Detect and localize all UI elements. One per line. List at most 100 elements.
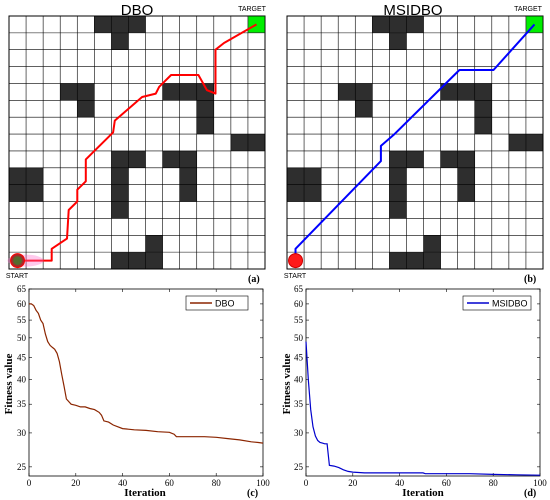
panel-c-ytick-label: 25	[17, 462, 27, 472]
panel-a-grid-background	[9, 16, 265, 269]
panel-a-target-label: TARGET	[238, 6, 267, 13]
panel-c-ytick-label: 45	[17, 352, 27, 362]
panel-b-grid-background	[287, 16, 543, 269]
panel-a-obstacle-cell	[128, 150, 146, 168]
panel-d-legend-box	[462, 295, 532, 311]
panel-c-legend-label: DBO	[215, 299, 235, 309]
panel-b-obstacle-cell	[440, 150, 458, 168]
panel-b-obstacle-cell	[389, 167, 407, 185]
panel-a-obstacle-cell	[196, 100, 214, 118]
panel-c-ytick-label: 60	[17, 299, 27, 309]
panel-b-obstacle-cell	[457, 150, 475, 168]
panel-c-legend-box	[185, 295, 249, 311]
panel-d-plot-layer: 0 20 40 60 80 100 25 30 35 40 45 50 55 60 65 MSIDBO	[294, 284, 547, 488]
panel-a-obstacle-cell	[9, 184, 27, 202]
panel-a-obstacle-cell	[111, 252, 129, 269]
panel-a-obstacle-cell	[111, 184, 129, 202]
panel-a-path-line	[17, 23, 257, 262]
panel-b-obstacle-cell	[440, 83, 458, 101]
panel-b-obstacle-cell	[287, 167, 305, 185]
panel-b-start-marker	[288, 253, 304, 269]
panel-c-xtick-label: 0	[27, 478, 32, 488]
panel-d-xtick-label: 40	[395, 478, 405, 488]
panel-a-obstacle-cell	[145, 235, 163, 253]
panel-b-obstacle-cell	[423, 235, 441, 253]
panel-a-obstacle-cell	[111, 16, 129, 33]
panel-b-obstacle-cell	[423, 252, 441, 269]
panel-a-obstacle-cell	[77, 83, 95, 101]
panel-b-grid-layer	[286, 15, 544, 270]
panel-a-obstacle-cell	[230, 134, 248, 151]
panel-b-obstacle-cell	[457, 167, 475, 185]
panel-b-obstacle-cell	[525, 134, 543, 151]
panel-d-xtick-label: 80	[489, 478, 499, 488]
panel-b-title: MSIDBO	[383, 2, 442, 19]
panel-d-ytick-label: 25	[294, 462, 304, 472]
panel-a-obstacle-cell	[196, 83, 214, 101]
panel-a-title: DBO	[121, 2, 154, 19]
panel-b-obstacle-cell	[508, 134, 526, 151]
panel-d-msidbo-convergence: 0 20 40 60 80 100 25 30 35 40 45 50 55 60 65 MSIDBO Fit…	[281, 284, 547, 499]
panel-a-obstacle-cell	[60, 83, 78, 101]
panel-a-obstacle-cell	[179, 184, 197, 202]
panel-b-obstacle-cell	[304, 184, 322, 202]
panel-b-obstacle-cell	[372, 16, 390, 33]
panel-c-xlabel: Iteration	[124, 487, 166, 499]
panel-a-obstacle-cell	[196, 117, 214, 135]
panel-b-obstacle-cell	[406, 150, 424, 168]
panel-b-grid-frame	[286, 15, 544, 270]
panel-c-ytick-label: 65	[17, 284, 27, 294]
panel-b-label: (b)	[524, 274, 536, 285]
panel-d-ylabel: Fitness value	[281, 353, 293, 414]
panel-b-obstacle-cell	[389, 201, 407, 219]
panel-b-msidbo-grid: MSIDBO TARGET START (b)	[284, 2, 544, 285]
panel-a-obstacle-cell	[111, 167, 129, 185]
panel-b-obstacle-cell	[457, 184, 475, 202]
panel-b-start-label: START	[284, 273, 307, 280]
panel-c-ytick-label: 30	[17, 428, 27, 438]
panel-a-obstacle-cell	[128, 16, 146, 33]
panel-b-obstacle-cell	[474, 117, 492, 135]
panel-c-xtick-label: 80	[212, 478, 222, 488]
panel-a-obstacle-cell	[247, 134, 265, 151]
panel-b-obstacle-cell	[389, 184, 407, 202]
panel-c-ylabel: Fitness value	[3, 353, 15, 414]
panel-c-xtick-label: 60	[165, 478, 175, 488]
panel-d-ytick-label: 65	[294, 284, 304, 294]
panel-c-xtick-label: 40	[118, 478, 128, 488]
panel-b-obstacle-cell	[389, 150, 407, 168]
panel-a-label: (a)	[248, 274, 260, 285]
panel-d-axes-frame	[305, 288, 541, 477]
panel-a-start-label: START	[6, 273, 29, 280]
panel-b-obstacle-cell	[457, 83, 475, 101]
panel-c-dbo-convergence: 0 20 40 60 80 100 25 30 35 40 45 50 55 60 65 DBO Fitnes…	[3, 284, 270, 499]
panel-a-obstacle-cell	[26, 184, 44, 202]
panel-b-obstacle-cell	[389, 32, 407, 50]
panel-c-label: (c)	[247, 488, 258, 499]
panel-a-obstacle-cell	[77, 100, 95, 118]
panel-a-obstacle-cell	[128, 252, 146, 269]
panel-c-ytick-label: 40	[17, 374, 27, 384]
panel-b-obstacle-cell	[474, 100, 492, 118]
panel-a-obstacle-cell	[179, 150, 197, 168]
panel-d-ytick-label: 50	[294, 333, 304, 343]
panel-a-obstacle-cell	[111, 150, 129, 168]
panel-a-obstacle-cell	[9, 167, 27, 185]
panel-b-obstacle-cell	[355, 100, 373, 118]
panel-d-xtick-label: 0	[304, 478, 309, 488]
panel-c-plot-layer: 0 20 40 60 80 100 25 30 35 40 45 50 55 60 65 DBO	[17, 284, 270, 488]
panel-b-obstacle-cell	[406, 252, 424, 269]
panel-a-grid-layer	[7, 15, 266, 270]
panel-a-grid-frame	[8, 15, 266, 270]
panel-c-xtick-label: 100	[256, 478, 270, 488]
panel-d-label: (d)	[524, 488, 536, 499]
panel-b-path-line	[294, 23, 536, 261]
panel-d-ytick-label: 30	[294, 428, 304, 438]
panel-c-axes-frame	[28, 288, 264, 477]
panel-d-xtick-label: 100	[533, 478, 547, 488]
panel-b-obstacle-cell	[389, 252, 407, 269]
panel-d-xtick-label: 20	[348, 478, 358, 488]
panel-c-ytick-label: 50	[17, 333, 27, 343]
